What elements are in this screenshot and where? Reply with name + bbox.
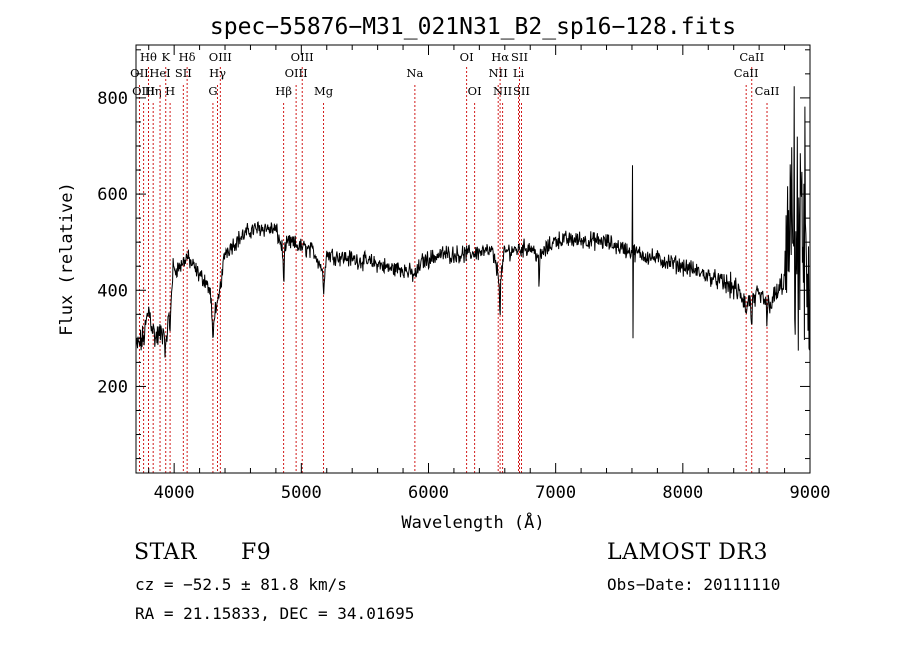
x-tick-label: 4000 <box>154 483 195 503</box>
line-marker-label: OIII <box>132 84 155 98</box>
line-marker-label: OI <box>460 50 474 64</box>
axes: 4000 5000 6000 7000 8000 9000 200 400 600 800 <box>97 45 830 503</box>
line-marker-label: G <box>208 84 217 98</box>
y-tick-label: 200 <box>97 377 128 397</box>
x-tick-label: 6000 <box>408 483 449 503</box>
spectrum-series-line <box>135 86 811 358</box>
chart-title: spec−55876−M31_021N31_B2_sp16−128.fits <box>210 14 736 40</box>
line-marker-label: CaII <box>739 50 764 64</box>
redshift-velocity: cz = −52.5 ± 81.8 km/s <box>135 575 347 594</box>
line-marker-label: Li <box>513 66 525 80</box>
line-marker-label: Na <box>406 66 423 80</box>
x-tick-label: 8000 <box>662 483 703 503</box>
line-marker-label: CaII <box>734 66 759 80</box>
y-axis-label: Flux (relative) <box>57 182 77 336</box>
survey-name: LAMOST DR3 <box>607 540 768 565</box>
line-marker-label: OII <box>130 66 149 80</box>
line-marker-label: OIII <box>291 50 314 64</box>
line-marker-label: Hα <box>491 50 509 64</box>
line-marker-label: OIII <box>285 66 308 80</box>
line-marker-label: OIII <box>209 50 232 64</box>
line-marker-label: HeI <box>149 66 170 80</box>
line-marker-label: Hγ <box>209 66 226 80</box>
x-axis-label: Wavelength (Å) <box>401 511 544 533</box>
x-tick-label: 5000 <box>281 483 322 503</box>
x-tick-label: 9000 <box>790 483 831 503</box>
line-marker-label: K <box>161 50 170 64</box>
line-marker-label: NII <box>489 66 508 80</box>
object-class: STAR <box>134 540 197 565</box>
line-marker-label: Hθ <box>140 50 157 64</box>
line-marker-label: OI <box>468 84 482 98</box>
line-marker-label: Hη <box>145 84 162 98</box>
line-marker-label: Mg <box>314 84 334 98</box>
line-marker-label: Hβ <box>275 84 292 98</box>
line-marker-label: NII <box>493 84 512 98</box>
y-tick-label: 400 <box>97 281 128 301</box>
line-marker-label: SII <box>511 50 528 64</box>
line-marker-label: SII <box>175 66 192 80</box>
line-marker-label: CaII <box>755 84 780 98</box>
y-tick-label: 800 <box>97 89 128 109</box>
plot-frame <box>135 44 811 474</box>
line-marker-label: Hδ <box>179 50 196 64</box>
line-marker-label: SII <box>513 84 530 98</box>
line-marker-label: H <box>165 84 175 98</box>
observation-date: Obs−Date: 20111110 <box>607 575 781 594</box>
y-tick-label: 600 <box>97 185 128 205</box>
x-tick-label: 7000 <box>535 483 576 503</box>
subclass: F9 <box>241 540 272 565</box>
coordinates: RA = 21.15833, DEC = 34.01695 <box>135 604 415 623</box>
